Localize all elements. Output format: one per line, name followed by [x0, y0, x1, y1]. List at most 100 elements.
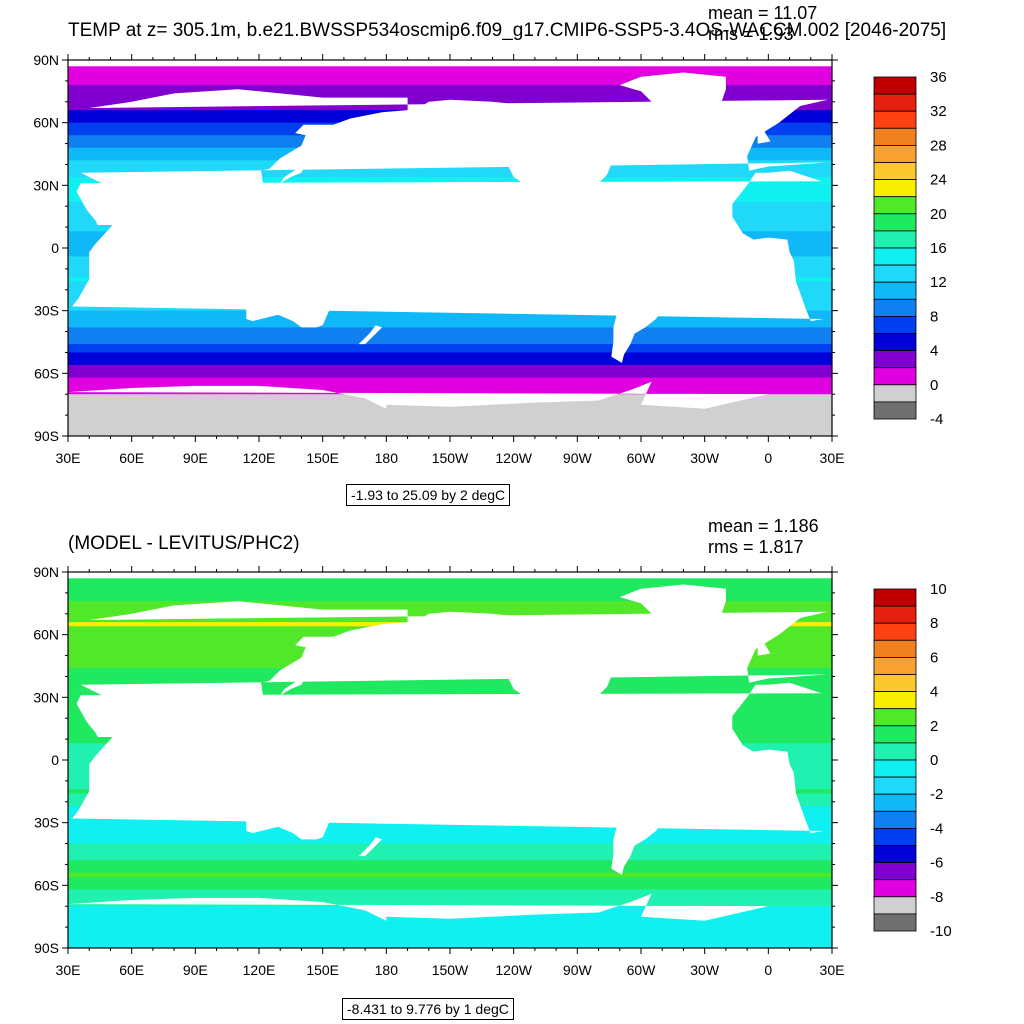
panel1-colorbar-box — [873, 144, 917, 163]
panel1-band — [68, 390, 832, 395]
panel2-colorbar-box — [873, 691, 917, 710]
panel1-band — [68, 76, 832, 82]
panel1-xtick-label: 90E — [183, 450, 208, 466]
panel1-band — [68, 356, 832, 362]
panel2-band — [68, 889, 832, 895]
panel2-colorbar-label: -2 — [930, 786, 943, 803]
panel2-colorbar-label: -8 — [930, 889, 943, 906]
panel2-band — [68, 856, 832, 861]
panel1-band — [68, 85, 832, 90]
panel1-land — [596, 222, 695, 363]
panel1-band — [68, 168, 832, 174]
panel2-colorbar-box — [873, 759, 917, 778]
panel2-colorbar-box — [873, 639, 917, 658]
panel2-band — [68, 939, 832, 945]
panel1-nodata — [68, 60, 832, 67]
panel1-land — [68, 381, 769, 436]
panel1-band — [68, 93, 832, 99]
panel1-band — [68, 415, 832, 420]
panel2-band — [68, 868, 832, 874]
panel1-colorbar-box — [873, 127, 917, 146]
panel2-xtick-label: 150E — [306, 962, 339, 978]
panel1-land — [411, 99, 652, 232]
panel1-colorbar-box — [873, 315, 917, 334]
panel1-band — [68, 344, 832, 349]
panel2-band — [68, 605, 832, 611]
panel2-colorbar-box — [873, 776, 917, 795]
panel1-land — [246, 271, 329, 328]
panel2-colorbar-label: 8 — [930, 615, 938, 632]
panel1-rms: rms = 1.93 — [708, 24, 794, 44]
panel1-xtick-label: 30W — [690, 450, 720, 466]
panel1-band — [68, 323, 832, 328]
panel1-colorbar-box — [873, 213, 917, 232]
panel2-land — [282, 762, 323, 781]
panel1-xtick-label: 0 — [764, 450, 772, 466]
panel1-band — [68, 381, 832, 387]
panel2-land — [80, 601, 828, 758]
panel2-land — [235, 745, 257, 769]
panel2-colorbar-label: -4 — [930, 820, 943, 837]
panel1-colorbar-box — [873, 179, 917, 198]
panel2-colorbar-box — [873, 674, 917, 693]
panel1-band — [68, 377, 832, 383]
panel2-xtick-label: 30W — [690, 962, 720, 978]
panel1-colorbar-label: 16 — [930, 240, 947, 257]
panel2-range-note: -8.431 to 9.776 by 1 degC — [342, 998, 514, 1020]
panel1-chart: 90N 60N 30N 0 30S 60S 90S 30E 60E 90E 120E 150E 180 1… — [33, 52, 947, 466]
panel1-colorbar-label: 12 — [930, 274, 947, 291]
panel1-band — [68, 68, 832, 74]
panel1-colorbar-label: 4 — [930, 343, 938, 360]
panel1-colorbar-label: 36 — [930, 69, 947, 86]
panel2-colorbar-box — [873, 656, 917, 675]
panel1-xtick-label: 90W — [563, 450, 593, 466]
panel1-colorbar-box — [873, 350, 917, 369]
panel2-band — [68, 592, 832, 598]
panel1-band — [68, 310, 832, 316]
panel1-band — [68, 319, 832, 324]
panel2-land — [97, 785, 111, 813]
panel1-colorbar-box — [873, 401, 917, 420]
panel1-band — [68, 410, 832, 416]
panel1-colorbar-label: 24 — [930, 172, 947, 189]
panel1-colorbar-box — [873, 281, 917, 300]
panel2-xtick-label: 150W — [432, 962, 469, 978]
panel2-colorbar-label: 0 — [930, 752, 938, 769]
panel2-band — [68, 822, 832, 828]
panel2-band — [68, 918, 832, 924]
panel2-land — [619, 584, 726, 635]
panel2-band — [68, 876, 832, 882]
panel1-colorbar-label: 0 — [930, 377, 938, 394]
panel2-colorbar-box — [873, 845, 917, 864]
panel2-xtick-label: 120E — [243, 962, 276, 978]
panel1-land — [755, 126, 771, 144]
panel2-land — [0, 601, 64, 758]
panel1-band — [68, 314, 832, 320]
panel2-colorbar-label: 2 — [930, 718, 938, 735]
panel2-band — [68, 601, 832, 607]
panel2-band — [68, 943, 832, 948]
panel1-band — [68, 348, 832, 354]
panel1-ytick-label: 30S — [34, 303, 59, 319]
panel1-colorbar-label: 20 — [930, 206, 947, 223]
panel2-ytick-label: 90N — [33, 564, 59, 580]
panel1-colorbar-label: 8 — [930, 308, 938, 325]
panel1-ytick-label: 0 — [51, 240, 59, 256]
panel2-band — [68, 597, 832, 602]
panel2-band — [68, 684, 832, 690]
panel1-colorbar-label: 28 — [930, 137, 947, 154]
panel1-colorbar-box — [873, 333, 917, 352]
panel1-land — [235, 233, 257, 257]
panel2-colorbar-box — [873, 896, 917, 915]
panel1-colorbar-label: -4 — [930, 411, 943, 428]
panel1-land — [619, 72, 726, 123]
panel2-colorbar-box — [873, 605, 917, 624]
panel2-colorbar-box — [873, 742, 917, 761]
panel1-xtick-label: 150W — [432, 450, 469, 466]
panel2-xtick-label: 30E — [56, 962, 81, 978]
panel2-colorbar-box — [873, 793, 917, 812]
panel1-ytick-label: 90N — [33, 52, 59, 68]
panel2-colorbar-box — [873, 879, 917, 898]
panel1-colorbar-box — [873, 367, 917, 386]
panel2-land — [246, 783, 329, 840]
